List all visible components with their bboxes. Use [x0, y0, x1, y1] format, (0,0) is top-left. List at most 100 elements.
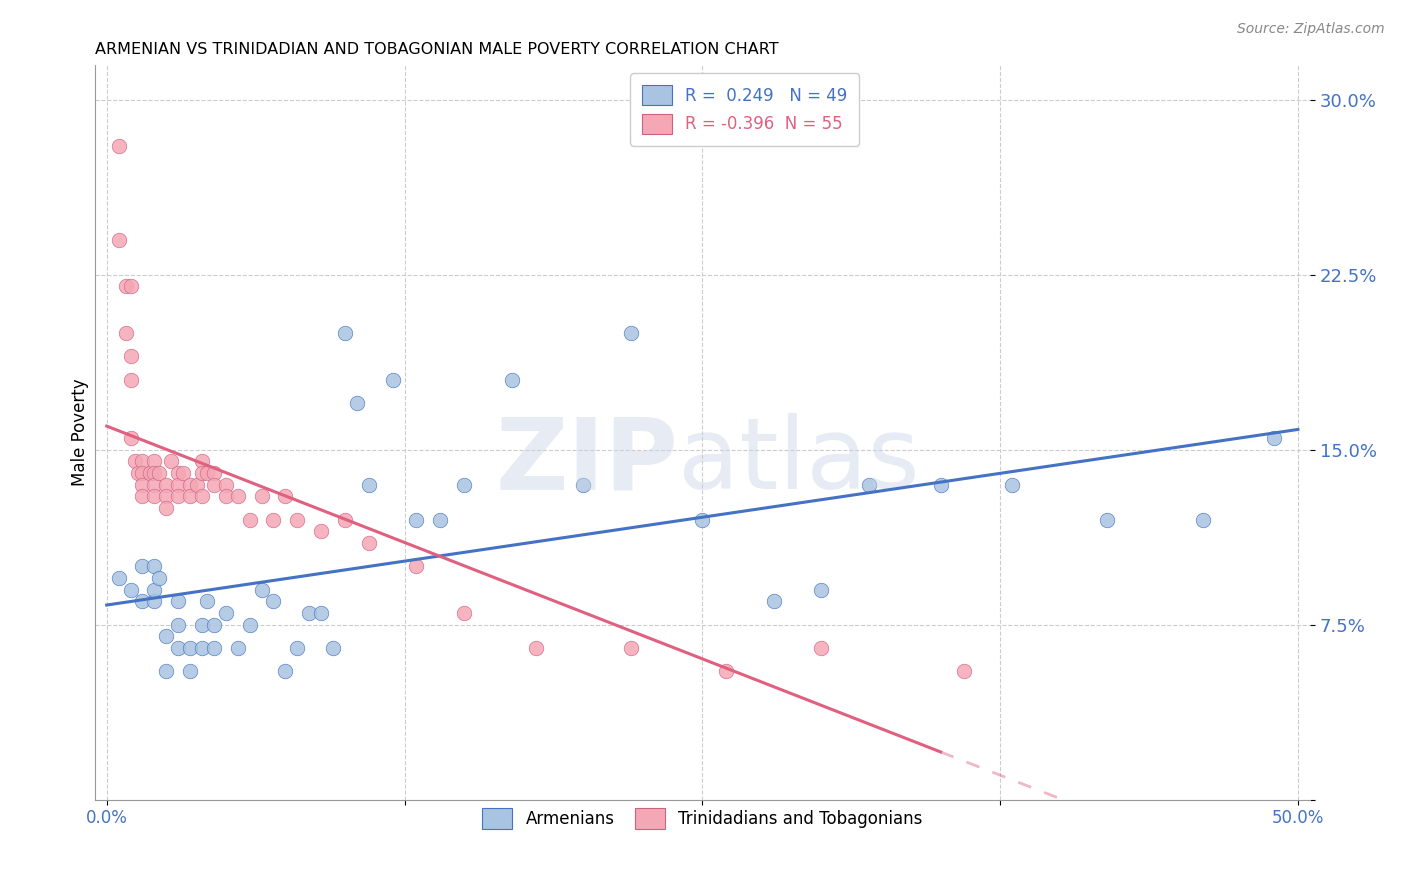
Point [274, 665, 297, 679]
Point [131, 559, 153, 574]
Point [160, 454, 183, 468]
Point [202, 640, 225, 655]
Point [148, 466, 170, 480]
Point [120, 279, 142, 293]
Point [179, 489, 201, 503]
Point [215, 606, 238, 620]
Point [120, 350, 142, 364]
Point [714, 665, 737, 679]
Point [195, 594, 218, 608]
Point [333, 513, 356, 527]
Point [762, 594, 785, 608]
Point [143, 582, 166, 597]
Point [285, 513, 308, 527]
Point [143, 466, 166, 480]
Text: ARMENIAN VS TRINIDADIAN AND TOBAGONIAN MALE POVERTY CORRELATION CHART: ARMENIAN VS TRINIDADIAN AND TOBAGONIAN M… [94, 42, 779, 57]
Point [381, 373, 404, 387]
Point [429, 513, 451, 527]
Point [810, 640, 832, 655]
Point [114, 279, 136, 293]
Point [1191, 513, 1213, 527]
Point [202, 477, 225, 491]
Point [929, 477, 952, 491]
Point [120, 431, 142, 445]
Point [453, 606, 475, 620]
Point [191, 454, 214, 468]
Point [309, 524, 332, 539]
Point [148, 571, 170, 585]
Point [107, 233, 129, 247]
Point [322, 640, 344, 655]
Point [263, 513, 285, 527]
Point [250, 582, 273, 597]
Point [226, 640, 249, 655]
Text: Source: ZipAtlas.com: Source: ZipAtlas.com [1237, 22, 1385, 37]
Point [215, 477, 238, 491]
Point [501, 373, 523, 387]
Text: atlas: atlas [678, 413, 920, 510]
Point [172, 466, 194, 480]
Point [346, 396, 368, 410]
Point [195, 466, 218, 480]
Point [143, 489, 166, 503]
Point [167, 466, 190, 480]
Point [239, 617, 262, 632]
Point [524, 640, 547, 655]
Point [131, 594, 153, 608]
Point [179, 477, 201, 491]
Point [127, 466, 149, 480]
Point [155, 489, 177, 503]
Text: ZIP: ZIP [495, 413, 678, 510]
Point [107, 571, 129, 585]
Point [191, 466, 214, 480]
Point [858, 477, 880, 491]
Point [810, 582, 832, 597]
Point [131, 477, 153, 491]
Point [298, 606, 321, 620]
Point [143, 594, 166, 608]
Point [191, 617, 214, 632]
Point [357, 477, 380, 491]
Point [167, 594, 190, 608]
Point [167, 617, 190, 632]
Point [167, 477, 190, 491]
Point [131, 454, 153, 468]
Point [453, 477, 475, 491]
Point [179, 665, 201, 679]
Point [1001, 477, 1024, 491]
Point [179, 640, 201, 655]
Point [131, 489, 153, 503]
Point [572, 477, 595, 491]
Y-axis label: Male Poverty: Male Poverty [72, 378, 89, 486]
Point [202, 617, 225, 632]
Point [953, 665, 976, 679]
Point [285, 640, 308, 655]
Point [120, 373, 142, 387]
Point [309, 606, 332, 620]
Point [250, 489, 273, 503]
Point [215, 489, 238, 503]
Point [107, 139, 129, 153]
Point [405, 513, 427, 527]
Point [191, 489, 214, 503]
Point [155, 477, 177, 491]
Point [143, 559, 166, 574]
Point [333, 326, 356, 340]
Point [131, 466, 153, 480]
Point [138, 466, 160, 480]
Point [143, 477, 166, 491]
Point [1263, 431, 1285, 445]
Point [692, 513, 714, 527]
Point [120, 582, 142, 597]
Point [124, 454, 146, 468]
Point [274, 489, 297, 503]
Point [620, 640, 643, 655]
Point [1097, 513, 1119, 527]
Point [114, 326, 136, 340]
Point [405, 559, 427, 574]
Point [620, 326, 643, 340]
Point [155, 665, 177, 679]
Point [202, 466, 225, 480]
Point [226, 489, 249, 503]
Point [191, 640, 214, 655]
